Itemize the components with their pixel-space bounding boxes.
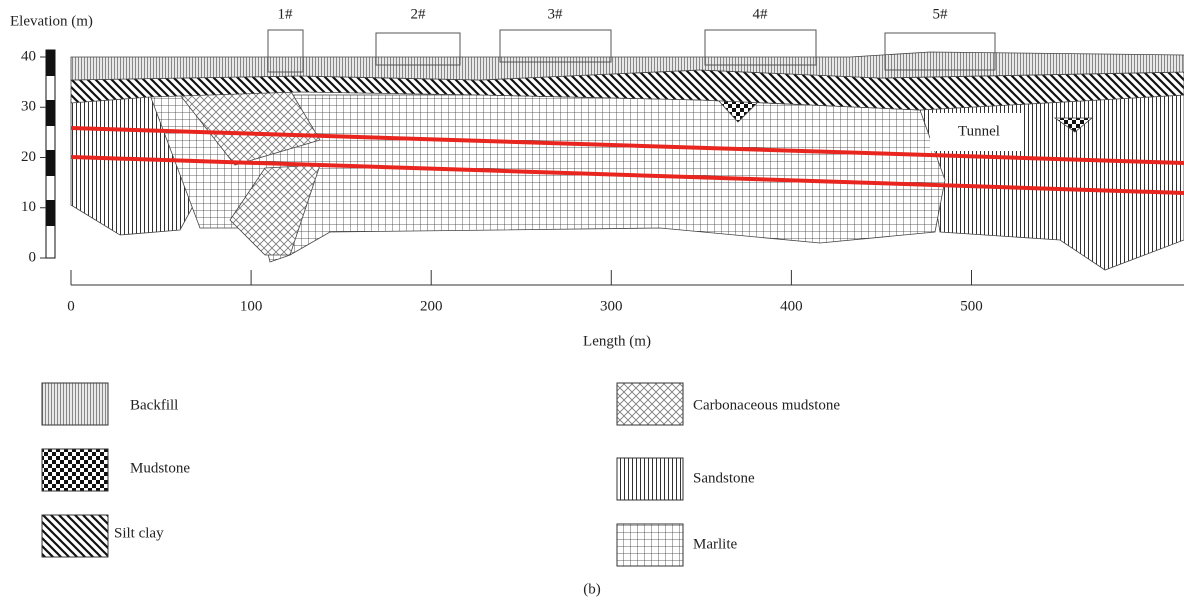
legend-label: Silt clay bbox=[114, 525, 164, 541]
legend-label: Backfill bbox=[130, 397, 178, 413]
y-axis-title: Elevation (m) bbox=[10, 13, 93, 29]
y-tick-label: 0 bbox=[29, 249, 37, 265]
building bbox=[267, 29, 304, 73]
y-tick-label: 10 bbox=[21, 199, 36, 215]
y-tick-label: 20 bbox=[21, 149, 36, 165]
x-tick-label: 300 bbox=[600, 298, 623, 314]
x-tick-label: 100 bbox=[240, 298, 263, 314]
legend-label: Mudstone bbox=[130, 460, 190, 476]
building bbox=[499, 29, 612, 63]
y-tick-label: 30 bbox=[21, 99, 36, 115]
tunnel-label-box bbox=[930, 113, 1022, 151]
legend-label: Sandstone bbox=[693, 470, 755, 486]
mudstone bbox=[1053, 117, 1094, 133]
building-label: 4# bbox=[753, 6, 769, 22]
building-label: 1# bbox=[278, 6, 294, 22]
legend-swatch bbox=[41, 448, 109, 492]
backfill bbox=[70, 51, 1184, 81]
legend-swatch bbox=[41, 382, 109, 426]
tunnel bbox=[70, 155, 1184, 195]
x-axis-title: Length (m) bbox=[583, 333, 651, 349]
building bbox=[884, 32, 996, 71]
legend-label: Marlite bbox=[693, 536, 737, 552]
tunnel bbox=[70, 126, 1184, 165]
building-label: 3# bbox=[548, 6, 564, 22]
caption: (b) bbox=[583, 581, 601, 597]
building bbox=[375, 32, 461, 66]
building-label: 2# bbox=[411, 6, 427, 22]
legend-swatch bbox=[616, 457, 684, 501]
building bbox=[704, 29, 817, 66]
legend-swatch bbox=[616, 382, 684, 426]
elevation-bar bbox=[45, 49, 56, 259]
legend-label: Carbonaceous mudstone bbox=[693, 397, 840, 413]
x-tick-label: 500 bbox=[960, 298, 983, 314]
x-tick-label: 400 bbox=[780, 298, 803, 314]
carbonaceous-mudstone bbox=[229, 164, 321, 256]
geology bbox=[70, 51, 1184, 271]
y-tick-label: 40 bbox=[21, 48, 36, 64]
legend bbox=[41, 382, 684, 567]
tunnel-label: Tunnel bbox=[958, 123, 1000, 139]
legend-swatch bbox=[616, 523, 684, 567]
x-tick-label: 0 bbox=[67, 298, 75, 314]
buildings bbox=[267, 29, 996, 73]
building-label: 5# bbox=[933, 6, 949, 22]
x-tick-label: 200 bbox=[420, 298, 443, 314]
legend-swatch bbox=[41, 514, 109, 558]
